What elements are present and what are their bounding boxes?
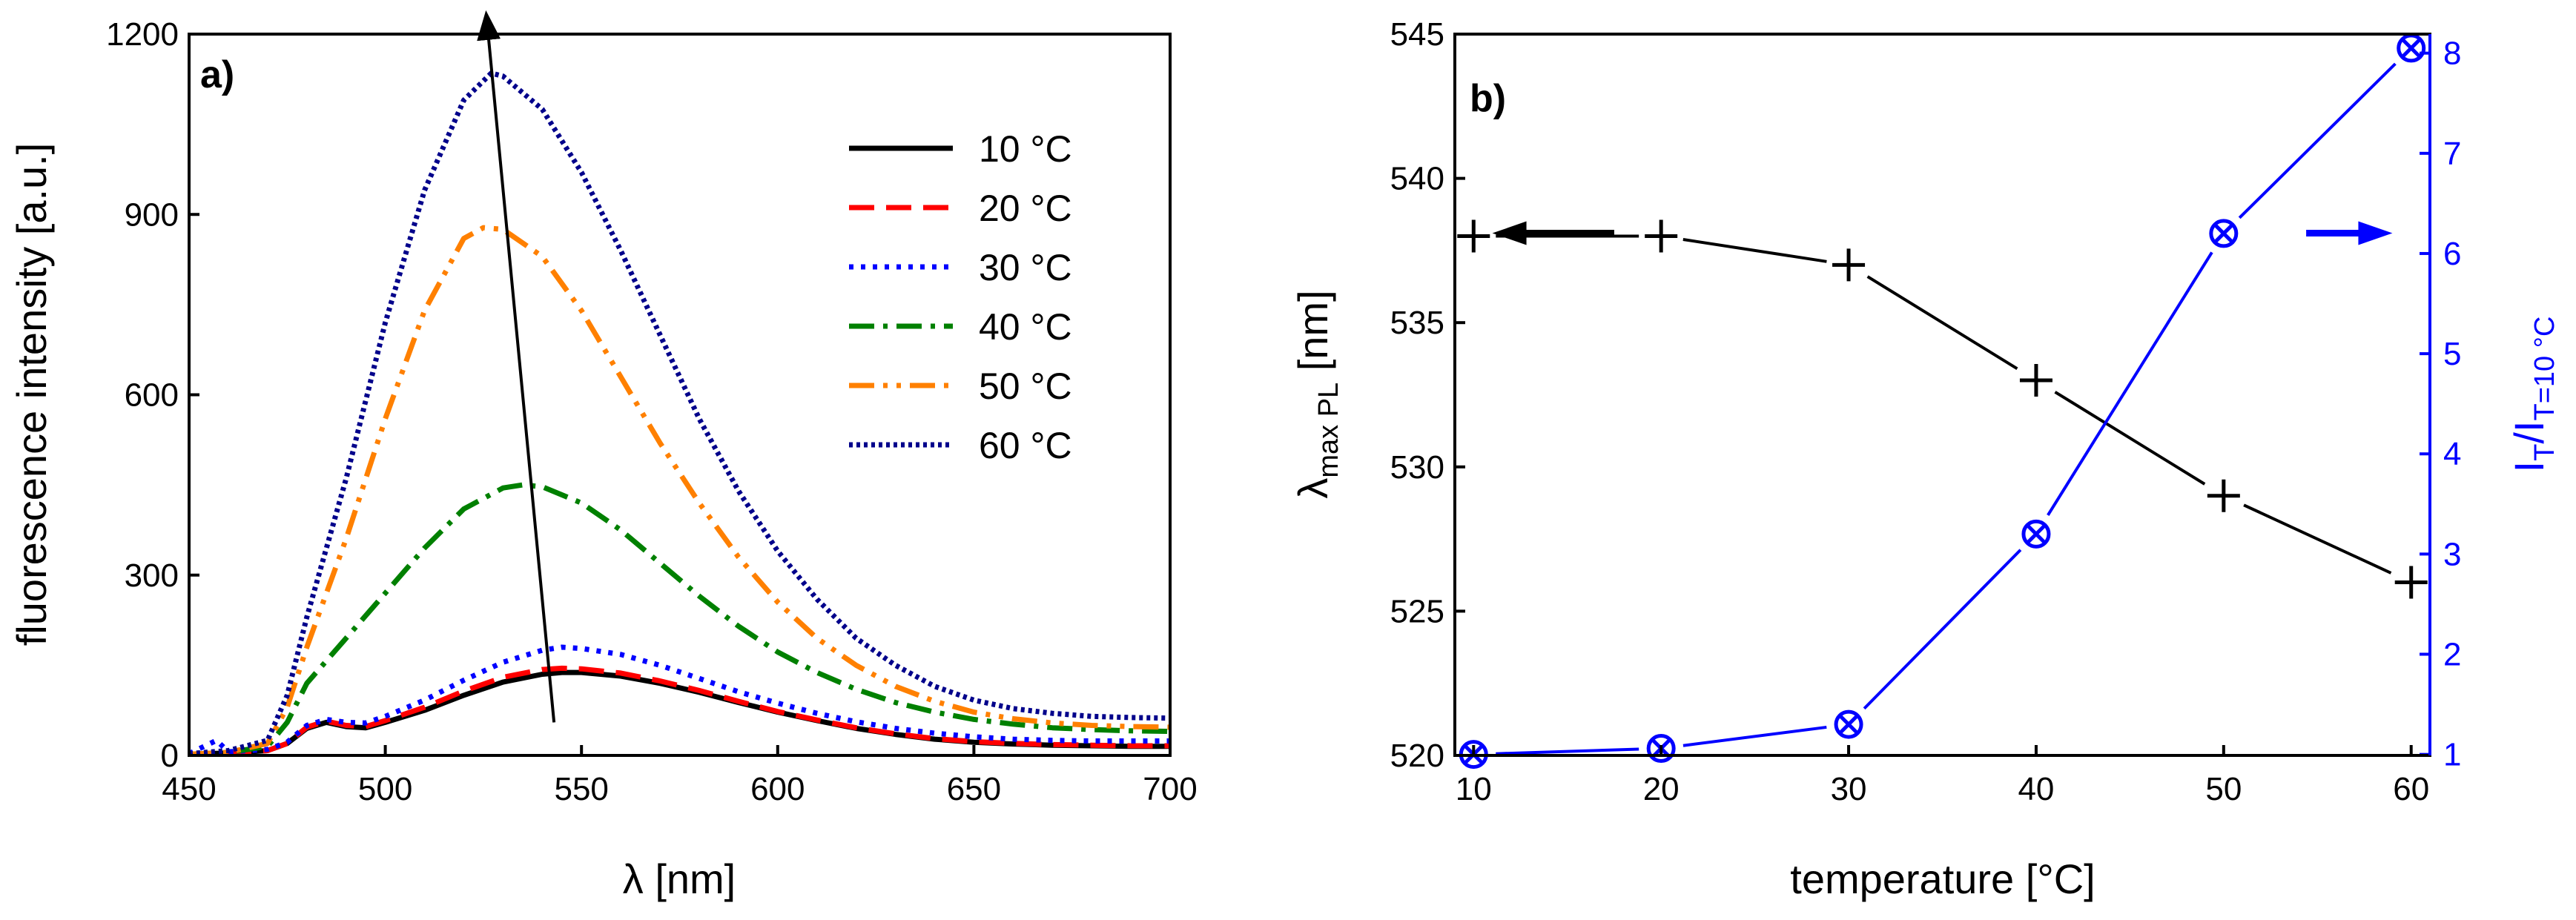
right-axis-arrow	[2306, 221, 2393, 245]
x-tick-label: 500	[358, 771, 412, 807]
right-y-tick-label: 8	[2443, 36, 2461, 72]
panel-b-right-axis-label: IT/IT=10 °C	[2506, 317, 2560, 473]
panel-a: 450 500 550 600 650 700 0 300 600 900 1200 a) λ [n…	[8, 10, 1198, 902]
legend-label: 40 °C	[979, 306, 1072, 348]
series-segment	[2047, 251, 2213, 516]
legend-label: 30 °C	[979, 247, 1072, 288]
legend-label: 10 °C	[979, 128, 1072, 170]
circle-x-marker	[2021, 519, 2051, 549]
right-axis-label-sub1: T	[2529, 444, 2560, 461]
legend-label: 20 °C	[979, 188, 1072, 229]
panel-b-ticks: 10 20 30 40 50 60 520 525 530 535 540 545 1 2 3 4 5 6 7 8	[1390, 16, 2462, 807]
plus-marker	[2019, 364, 2052, 397]
x-tick-label: 50	[2205, 771, 2242, 807]
series-segment	[1682, 238, 1827, 263]
panel-a-trend-arrow	[477, 10, 556, 723]
x-tick-label: 30	[1831, 771, 1867, 807]
plus-marker	[2207, 479, 2240, 512]
x-tick-label: 450	[162, 771, 216, 807]
plus-marker	[2394, 566, 2428, 599]
right-y-tick-label: 7	[2443, 136, 2461, 172]
panel-b-frame	[1453, 33, 2431, 757]
panel-b-left-axis-label: λmax PL [nm]	[1289, 290, 1344, 498]
right-y-tick-label: 1	[2443, 737, 2461, 773]
series-segment	[2238, 62, 2397, 219]
panel-b: 10 20 30 40 50 60 520 525 530 535 540 545 1 2 3 4 5 6 7 8 b…	[1289, 16, 2560, 902]
panel-a-x-axis-label: λ [nm]	[623, 856, 736, 902]
x-tick-label: 40	[2018, 771, 2054, 807]
series-segment	[1682, 725, 1827, 747]
trend-arrow	[477, 10, 556, 723]
right-axis-label-sep: /I	[2506, 420, 2552, 443]
right-y-tick-label: 5	[2443, 336, 2461, 372]
left-y-tick-label: 545	[1390, 16, 1444, 53]
panel-a-y-axis-label: fluorescence intensity [a.u.]	[8, 143, 55, 646]
right-axis-label-sub2: T=10 °C	[2529, 317, 2560, 421]
y-tick-label: 0	[161, 738, 179, 774]
circle-x-marker	[2209, 219, 2239, 248]
legend-label: 50 °C	[979, 365, 1072, 407]
left-axis-label-symbol: λ	[1289, 478, 1336, 499]
panel-b-direction-arrows	[1492, 221, 2393, 245]
left-y-tick-label: 540	[1390, 161, 1444, 197]
right-y-tick-label: 2	[2443, 637, 2461, 673]
y-tick-label: 900	[125, 196, 179, 233]
series-segment	[1866, 275, 2018, 371]
series-segment	[2054, 391, 2206, 486]
x-tick-label: 550	[554, 771, 608, 807]
plus-marker	[1457, 219, 1490, 253]
series-line-5	[188, 70, 1171, 757]
series-segment	[1863, 549, 2022, 710]
x-tick-label: 10	[1456, 771, 1492, 807]
left-axis-arrow	[1492, 221, 1614, 245]
right-y-tick-label: 6	[2443, 236, 2461, 272]
left-axis-label-subscript: max PL	[1313, 383, 1344, 478]
y-tick-label: 1200	[106, 16, 179, 53]
series-line-1	[188, 665, 1170, 757]
panel-a-legend: 10 °C 20 °C 30 °C 40 °C 50 °C 60 °C	[849, 128, 1072, 466]
y-tick-label: 600	[125, 377, 179, 414]
panel-b-series	[1457, 33, 2428, 770]
plus-marker	[1645, 219, 1678, 253]
x-tick-label: 20	[1643, 771, 1680, 807]
x-tick-label: 700	[1143, 771, 1197, 807]
series-line-3	[188, 482, 1171, 757]
right-y-tick-label: 4	[2443, 436, 2461, 472]
panel-b-x-axis-label: temperature [°C]	[1790, 856, 2095, 902]
left-y-tick-label: 525	[1390, 593, 1444, 629]
right-axis-label-main: I	[2506, 461, 2552, 473]
y-tick-label: 300	[125, 557, 179, 594]
panel-b-label: b)	[1470, 77, 1506, 120]
left-axis-label-unit: [nm]	[1289, 290, 1336, 382]
circle-x-marker	[1834, 709, 1863, 739]
panel-a-frame	[188, 33, 1172, 757]
series-segment	[2243, 503, 2392, 575]
x-tick-label: 650	[947, 771, 1001, 807]
series-segment	[1496, 747, 1639, 755]
right-y-tick-label: 3	[2443, 536, 2461, 572]
left-y-tick-label: 535	[1390, 305, 1444, 341]
series-line-2	[188, 644, 1170, 756]
panel-a-label: a)	[200, 53, 234, 96]
panel-a-series	[188, 70, 1171, 757]
legend-label: 60 °C	[979, 425, 1072, 466]
plus-marker	[1832, 248, 1866, 282]
x-tick-label: 60	[2393, 771, 2429, 807]
left-y-tick-label: 530	[1390, 449, 1444, 486]
left-y-tick-label: 520	[1390, 738, 1444, 774]
x-tick-label: 600	[750, 771, 805, 807]
circle-x-marker	[2397, 33, 2426, 63]
